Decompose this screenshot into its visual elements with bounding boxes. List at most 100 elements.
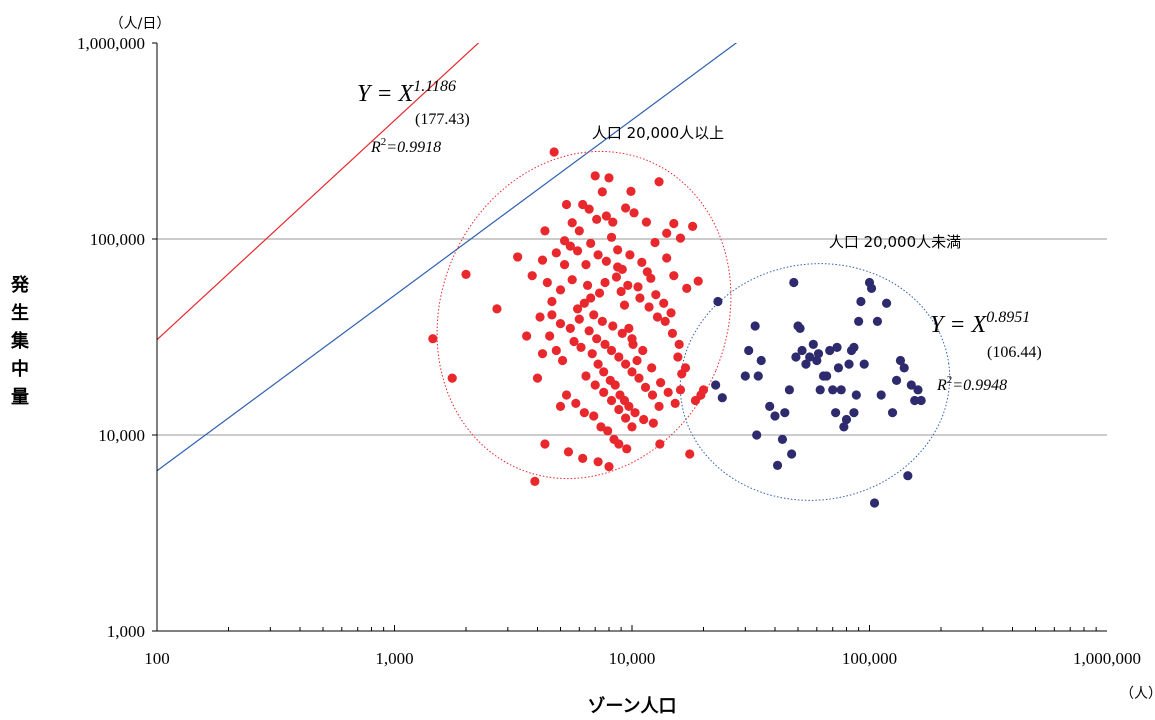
- data-point-series-0: [604, 461, 614, 472]
- y-axis-title-char: 量: [11, 386, 29, 408]
- data-point-series-1: [822, 371, 832, 381]
- data-point-series-0: [589, 411, 599, 421]
- data-point-series-0: [604, 173, 614, 183]
- data-point-series-0: [535, 312, 545, 322]
- r2-large: R2=0.9918: [370, 136, 441, 156]
- data-point-series-1: [849, 342, 859, 352]
- data-point-series-1: [711, 380, 721, 390]
- data-points: [428, 147, 926, 508]
- data-point-series-0: [565, 241, 575, 251]
- data-point-series-0: [574, 226, 584, 236]
- data-point-series-1: [881, 298, 892, 308]
- data-point-series-0: [599, 387, 609, 397]
- data-point-series-0: [590, 380, 600, 390]
- data-point-series-0: [572, 304, 583, 314]
- x-tick-label: 1,000,000: [1073, 649, 1141, 668]
- data-point-series-1: [849, 408, 859, 418]
- data-point-series-0: [614, 352, 624, 362]
- data-point-series-0: [559, 236, 570, 246]
- data-point-series-0: [600, 339, 610, 349]
- data-point-series-0: [555, 401, 566, 411]
- data-point-series-0: [630, 408, 640, 418]
- data-point-series-0: [659, 298, 669, 308]
- data-point-series-0: [654, 401, 664, 411]
- data-point-series-0: [606, 232, 617, 242]
- data-point-series-0: [597, 316, 607, 326]
- data-point-series-0: [603, 426, 613, 436]
- data-point-series-1: [780, 408, 790, 418]
- data-point-series-0: [590, 171, 600, 181]
- data-point-series-0: [638, 345, 648, 356]
- data-point-series-0: [586, 293, 596, 303]
- data-point-series-0: [596, 422, 606, 432]
- data-point-series-0: [537, 255, 548, 265]
- data-point-series-0: [581, 371, 591, 381]
- data-point-series-0: [610, 380, 620, 390]
- data-point-series-0: [578, 453, 588, 463]
- data-point-series-0: [587, 349, 597, 359]
- data-point-series-1: [772, 460, 783, 470]
- data-point-series-0: [578, 199, 588, 210]
- data-point-series-1: [831, 408, 841, 418]
- data-point-series-1: [869, 498, 880, 508]
- y-tick-label: 1,000,000: [77, 34, 145, 53]
- data-point-series-1: [833, 363, 844, 373]
- data-point-series-0: [571, 398, 581, 408]
- data-point-series-0: [663, 387, 673, 397]
- data-point-series-1: [717, 393, 727, 403]
- data-point-series-1: [916, 395, 926, 406]
- data-point-series-1: [801, 359, 811, 369]
- data-point-series-1: [808, 339, 818, 349]
- data-point-series-1: [859, 359, 869, 369]
- data-point-series-0: [540, 226, 550, 236]
- fit-line-1: [157, 43, 738, 472]
- data-point-series-0: [557, 355, 568, 366]
- y-axis-unit: （人/日）: [110, 16, 171, 32]
- data-point-series-1: [740, 371, 750, 381]
- data-point-series-0: [530, 476, 540, 486]
- data-point-series-1: [899, 363, 909, 373]
- data-point-series-0: [619, 300, 630, 310]
- data-point-series-1: [789, 277, 799, 288]
- data-point-series-0: [669, 218, 679, 229]
- data-point-series-1: [765, 401, 775, 411]
- data-point-series-1: [887, 408, 898, 418]
- data-point-series-0: [600, 277, 610, 288]
- data-point-series-0: [537, 349, 548, 359]
- x-tick-label: 100: [144, 649, 170, 668]
- data-point-series-0: [567, 275, 577, 285]
- data-point-series-1: [866, 283, 877, 293]
- data-point-series-0: [608, 217, 618, 227]
- data-point-series-0: [447, 373, 457, 383]
- data-point-series-0: [592, 214, 602, 224]
- data-point-series-0: [670, 398, 680, 408]
- data-point-series-0: [693, 276, 703, 286]
- ellipse-large-population: [436, 150, 732, 480]
- data-point-series-0: [582, 280, 593, 290]
- data-point-series-0: [579, 408, 589, 418]
- data-point-series-0: [613, 262, 623, 272]
- equation-large: Y = X1.1186: [357, 78, 456, 107]
- equation-small-coef: (106.44): [987, 344, 1042, 361]
- data-point-series-0: [586, 238, 596, 248]
- r2-small: R2=0.9948: [936, 374, 1007, 394]
- data-point-series-0: [527, 271, 537, 281]
- data-point-series-0: [563, 447, 574, 457]
- x-tick-label: 10,000: [609, 649, 656, 668]
- data-point-series-0: [608, 321, 618, 331]
- data-point-series-1: [891, 375, 902, 385]
- data-point-series-0: [655, 439, 665, 449]
- ellipse-small-population: [679, 263, 951, 501]
- data-point-series-1: [906, 380, 916, 390]
- data-point-series-0: [627, 422, 637, 432]
- data-point-series-0: [642, 267, 652, 277]
- data-point-series-0: [584, 326, 594, 336]
- data-point-series-0: [621, 359, 631, 369]
- data-point-series-1: [854, 316, 864, 326]
- data-point-series-0: [613, 245, 623, 255]
- data-point-series-0: [606, 345, 617, 356]
- data-point-series-0: [644, 302, 654, 312]
- data-point-series-0: [674, 339, 684, 349]
- data-point-series-0: [594, 288, 605, 298]
